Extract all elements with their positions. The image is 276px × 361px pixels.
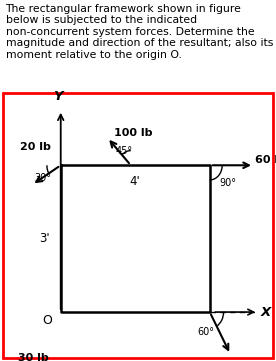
Text: Y: Y	[53, 90, 63, 103]
Text: X: X	[261, 305, 271, 318]
Text: 4': 4'	[130, 175, 140, 188]
Text: The rectangular framework shown in figure below is subjected to the indicated no: The rectangular framework shown in figur…	[6, 4, 273, 60]
Text: O: O	[42, 314, 52, 327]
Text: 90°: 90°	[219, 178, 236, 188]
Text: 100 lb: 100 lb	[114, 128, 153, 138]
Text: 45°: 45°	[115, 146, 132, 156]
Text: 20 lb: 20 lb	[20, 142, 51, 152]
Text: 30°: 30°	[34, 173, 51, 183]
Text: 60°: 60°	[197, 327, 214, 337]
Text: 30 lb: 30 lb	[18, 353, 49, 361]
Text: 60 lb: 60 lb	[255, 155, 276, 165]
Text: 3': 3'	[39, 232, 49, 245]
